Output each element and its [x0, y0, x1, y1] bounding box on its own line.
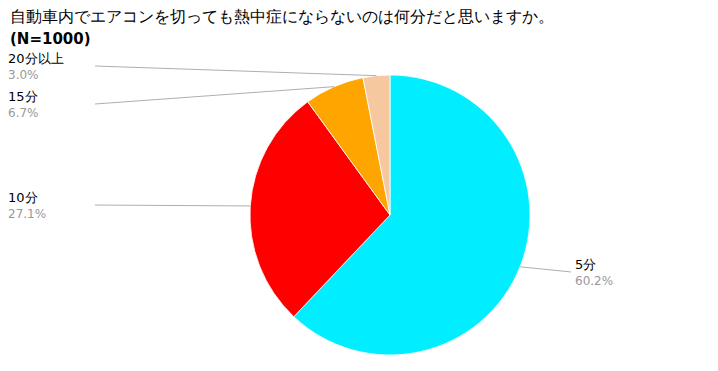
chart-svg: 自動車内でエアコンを切っても熱中症にならないのは何分だと思いますか。 (N=100… [0, 0, 718, 371]
pie-slice [363, 75, 390, 215]
title: 自動車内でエアコンを切っても熱中症にならないのは何分だと思いますか。 [10, 7, 554, 26]
labels: 5分 60.2% 10分 27.1% 15分 6.7% 20分以上 3.0% [8, 51, 613, 288]
pie [250, 75, 530, 355]
data-label: 60.2% [575, 274, 613, 288]
leader-line [95, 87, 334, 104]
data-label: 6.7% [8, 106, 39, 120]
slice-label: 5分 [575, 257, 596, 272]
leader-line [520, 267, 571, 272]
slice-label: 10分 [8, 190, 38, 205]
slice-label: 15分 [8, 89, 38, 104]
leader-line [95, 205, 250, 207]
subtitle: (N=1000) [10, 30, 91, 48]
slice-label: 20分以上 [8, 51, 64, 66]
data-label: 27.1% [8, 207, 46, 221]
leader-line [95, 66, 376, 76]
data-label: 3.0% [8, 68, 39, 82]
chart-container: 自動車内でエアコンを切っても熱中症にならないのは何分だと思いますか。 (N=100… [0, 0, 718, 371]
